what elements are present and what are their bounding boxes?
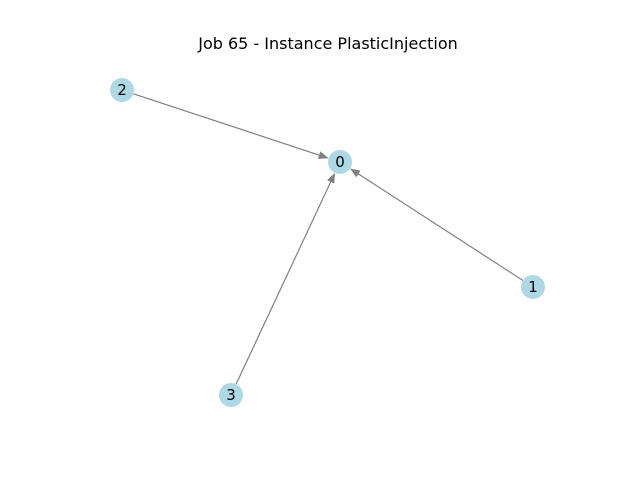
node-circle-0 — [328, 150, 352, 174]
nodes-layer: 0 1 2 3 — [110, 78, 545, 407]
edges-layer — [133, 93, 524, 385]
node-label-0: 0 — [335, 153, 345, 171]
node-label-2: 2 — [117, 81, 127, 99]
node-circle-3 — [219, 383, 243, 407]
node-2: 2 — [110, 78, 134, 102]
edge-2-to-0 — [133, 93, 329, 159]
node-circle-1 — [521, 275, 545, 299]
edge-1-to-0 — [350, 168, 524, 281]
node-1: 1 — [521, 275, 545, 299]
node-0: 0 — [328, 150, 352, 174]
node-label-1: 1 — [528, 278, 538, 296]
node-label-3: 3 — [226, 386, 236, 404]
graph-title: Job 65 - Instance PlasticInjection — [197, 34, 458, 53]
node-3: 3 — [219, 383, 243, 407]
node-circle-2 — [110, 78, 134, 102]
edge-3-to-0 — [235, 172, 336, 385]
